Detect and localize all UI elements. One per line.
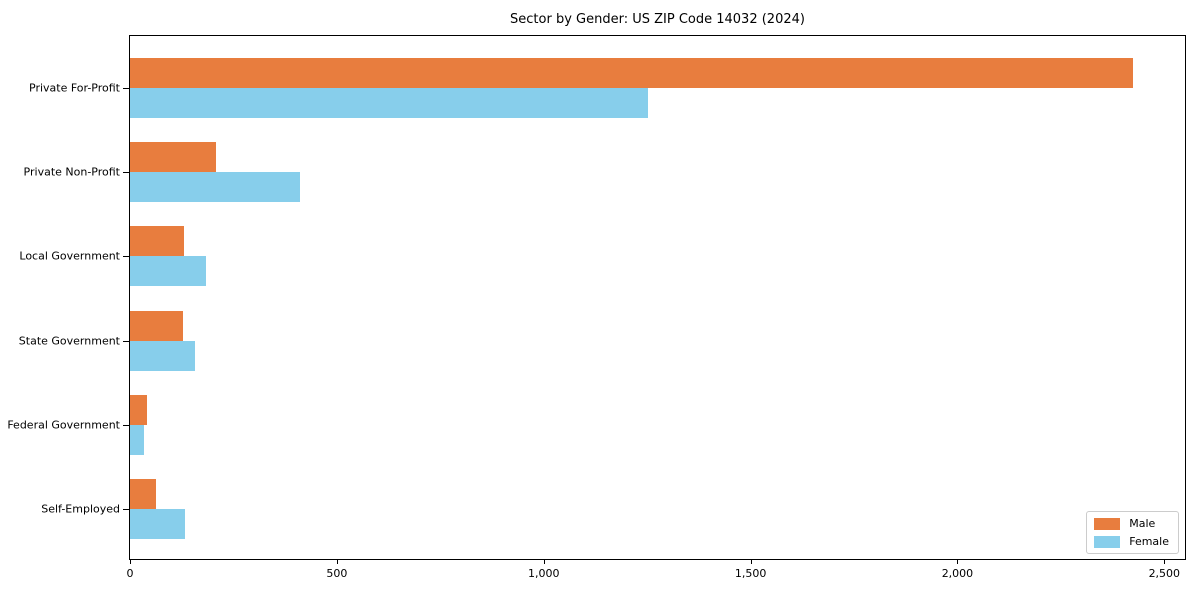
legend-label: Female bbox=[1129, 535, 1169, 548]
x-axis-tick-label: 2,000 bbox=[941, 567, 974, 580]
legend-label: Male bbox=[1129, 517, 1156, 530]
bar-female-4 bbox=[130, 340, 195, 371]
bar-male-1 bbox=[130, 58, 1134, 88]
legend-item-female: Female bbox=[1094, 535, 1169, 548]
y-axis-category-label: Private For-Profit bbox=[29, 81, 120, 95]
y-axis-tick bbox=[123, 340, 129, 342]
y-axis-tick bbox=[123, 172, 129, 174]
y-axis-category-label: Private Non-Profit bbox=[23, 165, 120, 179]
bar-female-2 bbox=[130, 172, 300, 203]
x-axis-tick bbox=[750, 559, 752, 564]
y-axis-category-label: Local Government bbox=[19, 249, 120, 263]
x-axis-tick-label: 500 bbox=[326, 567, 348, 580]
y-axis-category-label: Self-Employed bbox=[41, 502, 120, 516]
x-axis-tick-label: 1,000 bbox=[527, 567, 560, 580]
x-axis-tick-label: 2,500 bbox=[1148, 567, 1181, 580]
legend-item-male: Male bbox=[1094, 517, 1169, 530]
x-axis-tick-label: 1,500 bbox=[734, 567, 767, 580]
plot-area: Private For-Profit Private Non-Profit Loca… bbox=[7, 35, 1186, 580]
bar-male-5 bbox=[130, 394, 147, 425]
legend-swatch-male bbox=[1094, 517, 1121, 530]
x-axis-tick bbox=[336, 559, 338, 564]
bar-female-5 bbox=[130, 424, 145, 455]
y-axis-tick bbox=[123, 509, 129, 510]
x-axis-tick bbox=[1164, 559, 1166, 564]
bar-female-6 bbox=[130, 509, 186, 539]
y-axis-tick bbox=[123, 256, 129, 258]
chart-title: Sector by Gender: US ZIP Code 14032 (202… bbox=[510, 12, 805, 27]
y-axis-category-label: Federal Government bbox=[7, 418, 120, 432]
x-axis-tick-label: 0 bbox=[126, 567, 134, 580]
bar-male-6 bbox=[130, 479, 157, 509]
y-axis-tick bbox=[123, 424, 129, 426]
bar-male-4 bbox=[130, 310, 183, 341]
x-axis-tick bbox=[957, 559, 959, 564]
y-axis-tick bbox=[123, 88, 129, 89]
x-axis-tick bbox=[130, 559, 131, 564]
bar-male-3 bbox=[130, 226, 185, 257]
bar-male-2 bbox=[130, 142, 216, 173]
legend-swatch-female bbox=[1094, 535, 1121, 548]
bar-female-3 bbox=[130, 256, 207, 287]
x-axis-tick bbox=[543, 559, 545, 564]
y-axis-category-label: State Government bbox=[18, 334, 120, 348]
bar-female-1 bbox=[130, 88, 648, 118]
legend: Male Female bbox=[1086, 511, 1179, 554]
